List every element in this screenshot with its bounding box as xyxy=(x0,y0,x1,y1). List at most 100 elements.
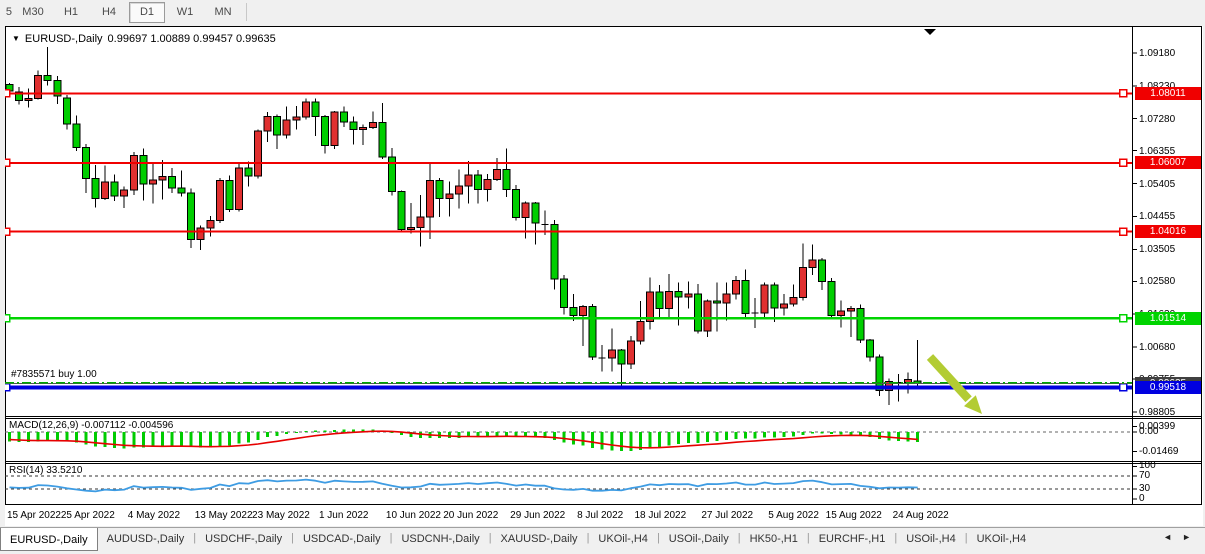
date-tick-label: 24 Aug 2022 xyxy=(892,510,949,521)
line-handle[interactable] xyxy=(5,227,11,236)
tab-usoil-daily[interactable]: USOil-,Daily xyxy=(668,532,729,545)
hline-price-label: 1.06007 xyxy=(1135,156,1201,170)
tab-usoil-h4[interactable]: USOil-,H4 xyxy=(906,532,956,545)
price-tick-label: 1.03505 xyxy=(1139,244,1176,256)
price-tick-label: 0.98805 xyxy=(1139,406,1176,418)
hline-price-label: 1.08011 xyxy=(1135,86,1201,100)
tab-audusd-daily[interactable]: AUDUSD-,Daily xyxy=(106,532,185,545)
timeframe-button-h1[interactable]: H1 xyxy=(63,6,79,18)
tab-eurchf-h1[interactable]: EURCHF-,H1 xyxy=(818,532,886,545)
arrow-annotation[interactable] xyxy=(926,354,982,414)
price-tick-label: 1.08230 xyxy=(1139,80,1201,93)
tab-separator: | xyxy=(806,532,810,544)
date-tick-label: 1 Jun 2022 xyxy=(318,510,369,521)
horizontal-line-1.04016[interactable] xyxy=(5,227,1132,236)
date-tick-label: 5 Aug 2022 xyxy=(768,510,819,521)
horizontal-line-1.06007[interactable] xyxy=(5,158,1132,168)
rsi-line xyxy=(9,478,918,493)
rsi-axis-label: 0 xyxy=(1139,492,1145,504)
hline-price-label: 0.99518 xyxy=(1135,380,1201,394)
line-handle[interactable] xyxy=(1118,227,1128,236)
rsi-indicator-label: RSI(14) 33.5210 xyxy=(9,465,83,476)
date-tick-label: 27 Jul 2022 xyxy=(701,510,754,521)
chart-canvas xyxy=(5,26,1202,505)
line-handle[interactable] xyxy=(1118,158,1128,168)
date-tick-label: 8 Jul 2022 xyxy=(577,510,624,521)
line-handle[interactable] xyxy=(1118,313,1128,323)
chart-tab-bar: EURUSD-,Daily AUDUSD-,Daily | USDCHF-,Daily… xyxy=(0,527,1205,554)
candlestick-series xyxy=(5,46,922,405)
tab-scroll-left-icon[interactable]: ◄ xyxy=(1163,532,1173,542)
pane-borders xyxy=(5,26,1202,505)
tab-scroll-right-icon[interactable]: ► xyxy=(1182,532,1191,542)
toolbar-separator xyxy=(246,3,247,21)
price-tick-label: 1.00680 xyxy=(1139,342,1176,354)
horizontal-line-1.08011[interactable] xyxy=(5,89,1132,98)
rsi-axis-label: 100 xyxy=(1139,460,1156,472)
macd-indicator-label: MACD(12,26,9) -0.007112 -0.004596 xyxy=(9,420,174,431)
timeframe-button-m30[interactable]: M30 xyxy=(22,6,44,18)
timeframe-toolbar: 5 M30 H1 H4 D1 W1 MN xyxy=(0,0,1205,24)
date-tick-label: 18 Jul 2022 xyxy=(634,510,687,521)
tab-separator: | xyxy=(586,532,590,544)
tab-eurusd-daily[interactable]: EURUSD-,Daily xyxy=(0,528,98,551)
date-tick-label: 23 May 2022 xyxy=(252,510,310,521)
rsi-axis-label: 70 xyxy=(1139,470,1151,481)
timeframe-button-h4[interactable]: H4 xyxy=(101,6,117,18)
price-tick-label: 1.02580 xyxy=(1139,276,1176,288)
timeframe-button-w1[interactable]: W1 xyxy=(176,6,194,18)
chart-title-symbol: EURUSD-,Daily xyxy=(24,33,103,45)
tab-usdchf-daily[interactable]: USDCHF-,Daily xyxy=(205,532,283,545)
tab-ukoil-h4[interactable]: UKOil-,H4 xyxy=(976,532,1027,545)
horizontal-line-1.01514[interactable] xyxy=(5,313,1132,323)
symbol-dropdown-icon[interactable]: ▼ xyxy=(12,34,20,43)
tab-separator: | xyxy=(656,532,660,544)
tab-separator: | xyxy=(193,532,197,544)
price-tick-label: 1.04455 xyxy=(1139,211,1176,223)
price-tick-label: 1.06355 xyxy=(1139,145,1176,157)
open-position-label: #7835571 buy 1.00 xyxy=(11,369,97,380)
tab-ukoil-h4[interactable]: UKOil-,H4 xyxy=(598,532,648,545)
line-handle[interactable] xyxy=(1118,383,1128,392)
chart-title-ohlc: 0.99697 1.00889 0.99457 0.99635 xyxy=(107,33,276,45)
line-handle[interactable] xyxy=(5,89,11,98)
price-tick-label: 1.09180 xyxy=(1139,48,1176,59)
rsi-axis-label: 30 xyxy=(1139,483,1151,494)
macd-histogram xyxy=(5,429,1132,452)
date-tick-label: 4 May 2022 xyxy=(127,510,181,521)
shift-marker-icon[interactable] xyxy=(924,29,936,35)
date-tick-label: 13 May 2022 xyxy=(194,510,253,521)
tab-separator: | xyxy=(488,532,492,544)
tab-usdcad-daily[interactable]: USDCAD-,Daily xyxy=(302,532,381,545)
tab-separator: | xyxy=(964,532,968,544)
tab-separator: | xyxy=(291,532,294,544)
timeframe-button-5[interactable]: 5 xyxy=(5,6,12,18)
macd-axis-label: -0.01469 xyxy=(1139,445,1179,457)
date-tick-label: 15 Aug 2022 xyxy=(825,510,882,521)
horizontal-line-0.99518[interactable] xyxy=(5,383,1132,392)
line-handle[interactable] xyxy=(5,313,11,323)
macd-axis-label: 0.00399 xyxy=(1139,420,1176,432)
macd-signal-line xyxy=(9,430,918,449)
tab-hk50-h1[interactable]: HK50-,H1 xyxy=(749,532,798,545)
date-tick-label: 25 Apr 2022 xyxy=(60,510,115,521)
rsi-pane xyxy=(5,475,1132,493)
date-tick-label: 15 Apr 2022 xyxy=(7,510,61,521)
tab-separator: | xyxy=(389,532,393,544)
line-handle[interactable] xyxy=(1118,89,1128,98)
tab-separator: | xyxy=(737,532,741,544)
date-tick-label: 20 Jun 2022 xyxy=(443,510,499,521)
timeframe-button-d1[interactable]: D1 xyxy=(129,1,165,23)
hline-price-label: 1.04016 xyxy=(1135,225,1201,239)
date-tick-label: 29 Jun 2022 xyxy=(510,510,566,521)
tab-separator: | xyxy=(894,532,898,544)
tab-xauusd-daily[interactable]: XAUUSD-,Daily xyxy=(500,532,578,545)
tab-usdcnh-daily[interactable]: USDCNH-,Daily xyxy=(401,532,480,545)
line-handle[interactable] xyxy=(5,383,11,392)
chart-title: ▼ EURUSD-,Daily 0.99697 1.00889 0.99457 … xyxy=(12,33,276,45)
chart-window: ▼ EURUSD-,Daily 0.99697 1.00889 0.99457 … xyxy=(5,26,1203,526)
timeframe-button-mn[interactable]: MN xyxy=(214,6,232,18)
line-handle[interactable] xyxy=(5,158,11,168)
tab-scrollers: ◄ ► xyxy=(1163,528,1205,542)
macd-axis-label: 0.00 xyxy=(1139,426,1159,437)
